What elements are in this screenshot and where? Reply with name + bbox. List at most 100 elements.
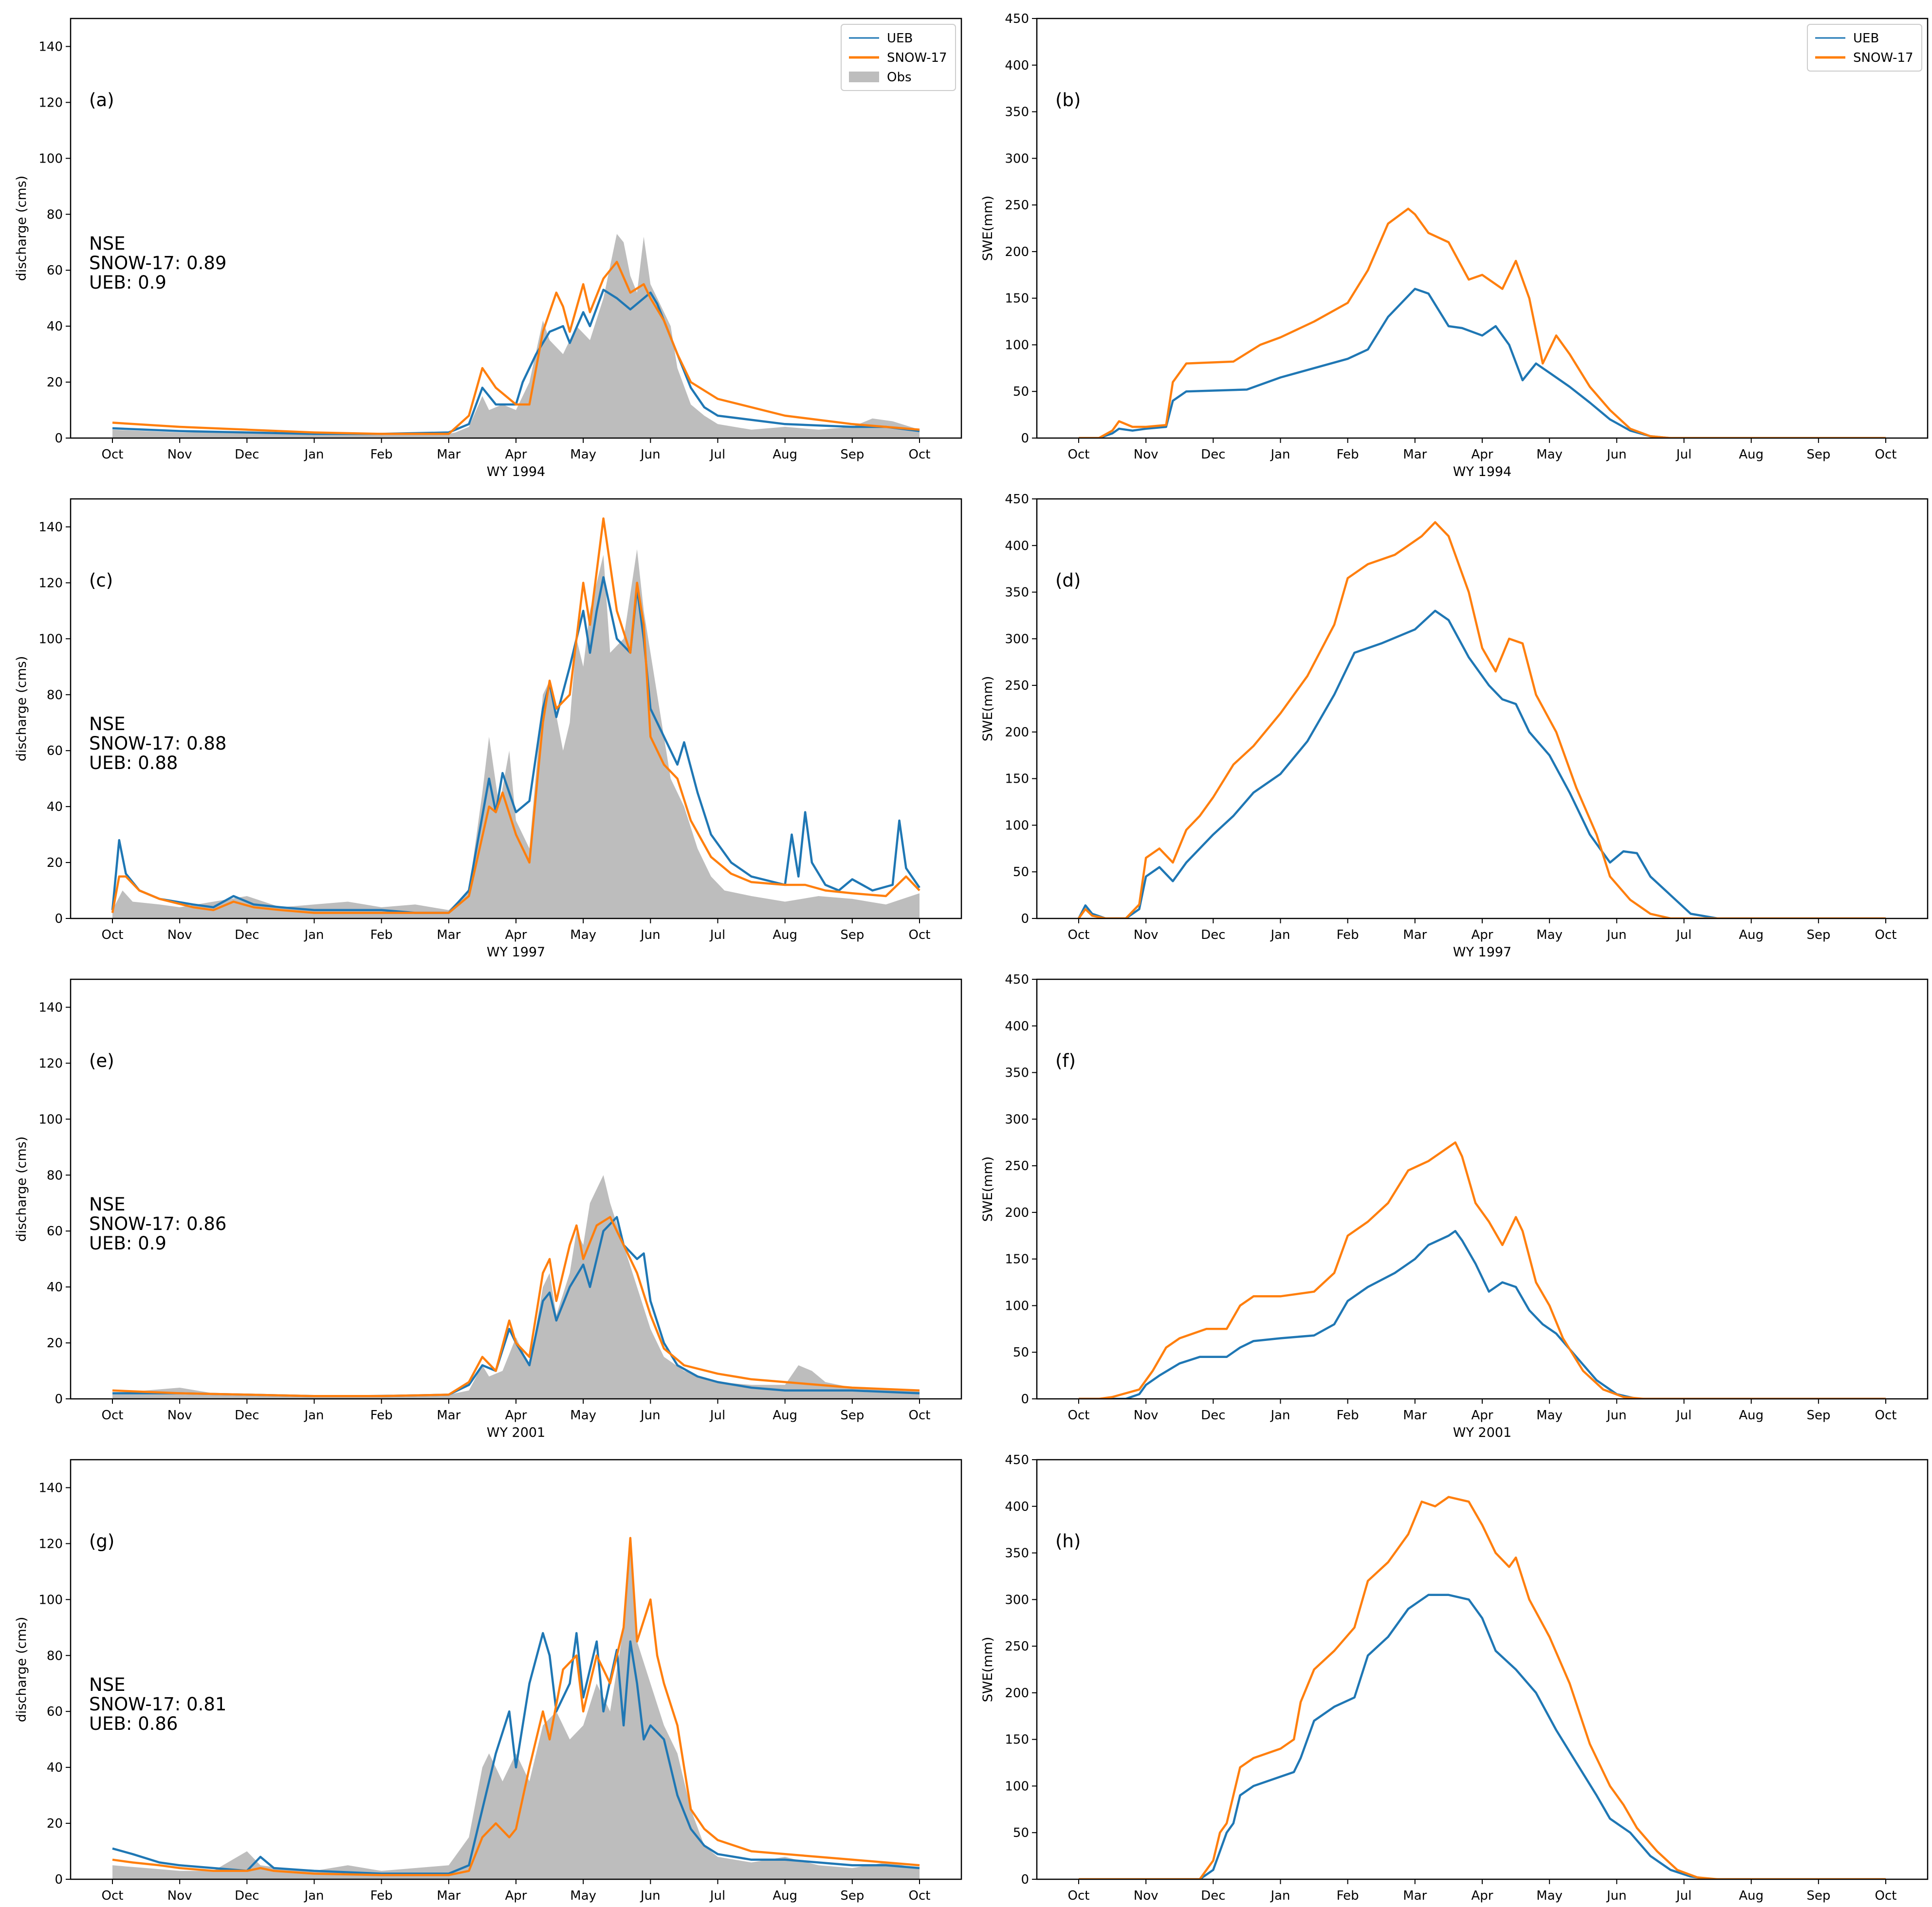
- y-tick-label: 80: [47, 688, 63, 702]
- nse-ueb: UEB: 0.9: [89, 1233, 166, 1254]
- y-axis-label: SWE(mm): [980, 1156, 995, 1222]
- x-axis-label: WY 2001: [487, 1425, 546, 1440]
- axes-frame: [1036, 1459, 1929, 1880]
- legend: UEB SNOW-17: [1807, 24, 1922, 72]
- x-tick-label: Sep: [840, 1408, 864, 1423]
- x-tick-label: Jul: [709, 447, 725, 462]
- x-tick-label: Oct: [1068, 1889, 1090, 1903]
- nse-snow17: SNOW-17: 0.86: [89, 1213, 226, 1234]
- y-tick-label: 200: [1005, 1686, 1029, 1701]
- y-tick-label: 100: [38, 1112, 63, 1127]
- x-tick-label: Feb: [1337, 928, 1359, 942]
- y-tick-label: 0: [1021, 431, 1029, 446]
- panel-h: 0 50 100 150 200 250 300 350 400 450 Oct Nov Dec Jan F…: [980, 1453, 1929, 1907]
- x-tick-label: Nov: [167, 1408, 192, 1423]
- x-tick-label: Dec: [1201, 1408, 1225, 1423]
- x-tick-label: Apr: [1472, 1408, 1493, 1423]
- y-tick-label: 60: [47, 1224, 63, 1239]
- y-tick-label: 150: [1005, 1733, 1029, 1747]
- panel-c: 0 20 40 60 80 100 120 140 Oct Nov Dec Jan Feb Mar Apr M…: [14, 498, 962, 960]
- x-tick-label: Feb: [1337, 1408, 1359, 1423]
- y-tick-label: 450: [1005, 972, 1029, 987]
- x-tick-label: Mar: [1403, 928, 1427, 942]
- panel-label: (g): [89, 1531, 114, 1552]
- x-tick-label: Jan: [303, 1408, 324, 1423]
- panel-label: (a): [89, 90, 114, 110]
- x-tick-label: Apr: [505, 928, 527, 942]
- y-tick-label: 250: [1005, 1159, 1029, 1174]
- legend: UEB SNOW-17 Obs: [841, 24, 956, 91]
- x-tick-label: Jul: [1675, 928, 1692, 942]
- y-tick-label: 200: [1005, 245, 1029, 259]
- x-axis-label: WY 1997: [1453, 945, 1512, 960]
- y-tick-label: 450: [1005, 492, 1029, 507]
- y-tick-label: 300: [1005, 1112, 1029, 1127]
- x-tick-label: Dec: [1201, 447, 1225, 462]
- series-obs-area: [112, 1175, 920, 1399]
- series-snow17-line: [111, 517, 920, 914]
- x-tick-label: Jun: [1606, 928, 1627, 942]
- series-ueb-line: [1079, 288, 1886, 438]
- y-tick-label: 120: [38, 95, 63, 110]
- nse-title: NSE: [89, 233, 126, 254]
- x-tick-label: Jan: [303, 928, 324, 942]
- series-ueb-line: [1077, 609, 1886, 918]
- nse-ueb: UEB: 0.86: [89, 1713, 178, 1734]
- y-tick-label: 150: [1005, 772, 1029, 787]
- x-tick-label: Oct: [1875, 928, 1897, 942]
- x-tick-label: Dec: [1201, 1889, 1225, 1903]
- series-snow17-line: [1078, 521, 1886, 918]
- x-tick-label: Jul: [1675, 447, 1692, 462]
- y-tick-label: 250: [1005, 678, 1029, 693]
- x-tick-label: Nov: [1134, 1408, 1159, 1423]
- x-tick-label: Sep: [1806, 447, 1830, 462]
- y-axis-label: SWE(mm): [980, 676, 995, 742]
- x-tick-label: May: [570, 447, 596, 462]
- y-tick-label: 20: [47, 1336, 63, 1351]
- x-axis-label: WY 2008: [487, 1906, 546, 1907]
- legend-label: SNOW-17: [1853, 51, 1914, 65]
- x-tick-label: Aug: [773, 447, 797, 462]
- x-tick-label: Aug: [1739, 1408, 1764, 1423]
- y-tick-label: 20: [47, 375, 63, 390]
- panel-label: (f): [1055, 1050, 1076, 1071]
- x-tick-label: Dec: [235, 1408, 259, 1423]
- x-axis-label: WY 1994: [487, 464, 546, 479]
- x-tick-label: Nov: [167, 1889, 192, 1903]
- axes-frame: [1036, 498, 1929, 919]
- series-snow17-line: [1079, 1141, 1886, 1399]
- y-tick-label: 300: [1005, 632, 1029, 646]
- y-tick-label: 0: [1021, 1872, 1029, 1887]
- y-tick-label: 120: [38, 1056, 63, 1071]
- x-tick-label: Oct: [1068, 928, 1090, 942]
- x-tick-label: Dec: [235, 928, 259, 942]
- y-tick-label: 50: [1013, 865, 1029, 880]
- x-tick-label: May: [570, 928, 596, 942]
- x-tick-label: Nov: [167, 447, 192, 462]
- legend-label: UEB: [887, 31, 913, 46]
- series-obs-area: [112, 1543, 920, 1879]
- y-tick-label: 100: [1005, 818, 1029, 833]
- x-tick-label: Oct: [909, 1889, 931, 1903]
- series-snow17-line: [112, 260, 920, 435]
- y-tick-label: 400: [1005, 539, 1029, 553]
- x-tick-label: Nov: [1134, 928, 1159, 942]
- y-tick-label: 60: [47, 263, 63, 278]
- y-tick-label: 300: [1005, 151, 1029, 166]
- y-tick-label: 400: [1005, 1019, 1029, 1034]
- x-tick-label: Jan: [1270, 447, 1290, 462]
- y-tick-label: 0: [55, 1872, 63, 1887]
- y-tick-label: 120: [38, 576, 63, 590]
- y-tick-label: 140: [38, 1481, 63, 1495]
- y-tick-label: 150: [1005, 292, 1029, 306]
- y-tick-label: 40: [47, 319, 63, 334]
- axes-frame: [70, 978, 962, 1400]
- legend-label: UEB: [1853, 31, 1879, 46]
- y-tick-label: 100: [38, 632, 63, 646]
- x-tick-label: May: [570, 1408, 596, 1423]
- y-tick-label: 50: [1013, 1345, 1029, 1360]
- y-tick-label: 100: [1005, 1779, 1029, 1794]
- series-obs-area: [112, 549, 920, 918]
- panel-a: 0 20 40 60 80 100 120 140 Oct Nov Dec Jan Feb Mar Apr M…: [14, 18, 962, 479]
- y-tick-label: 20: [47, 1816, 63, 1831]
